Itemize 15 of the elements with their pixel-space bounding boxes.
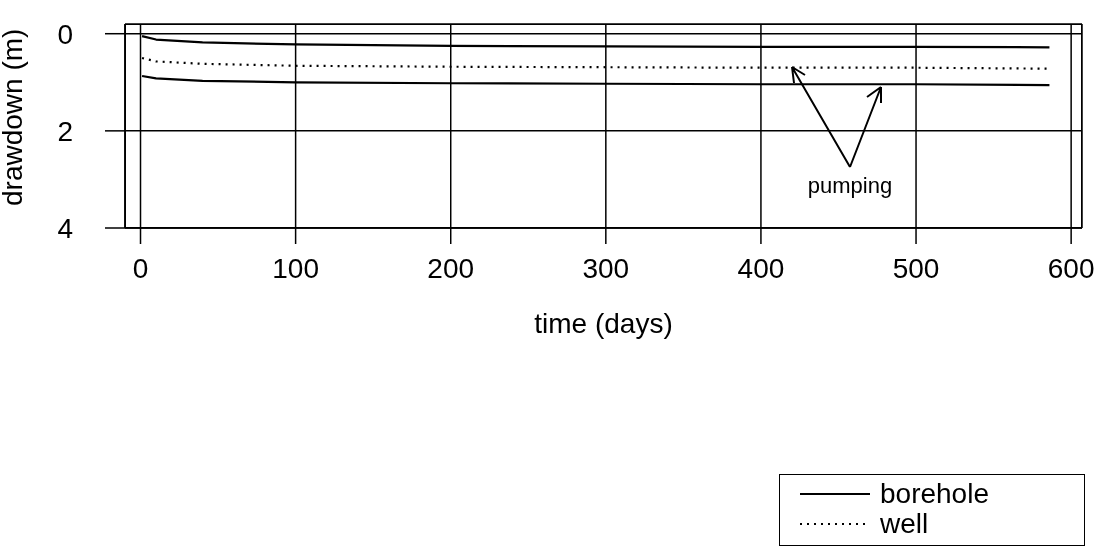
y-axis-title: drawdown (m) bbox=[0, 28, 28, 206]
x-tick-label: 600 bbox=[1047, 252, 1095, 284]
x-axis-title: time (days) bbox=[534, 307, 673, 339]
y-tick-label: 0 bbox=[57, 18, 73, 50]
y-tick-label: 2 bbox=[57, 115, 73, 147]
x-tick-label: 0 bbox=[132, 252, 149, 284]
x-tick-label: 400 bbox=[737, 252, 785, 284]
legend-label: well bbox=[880, 508, 929, 539]
x-tick-label: 300 bbox=[582, 252, 630, 284]
x-tick-label: 200 bbox=[427, 252, 475, 284]
annotation: pumping bbox=[806, 173, 894, 200]
legend-label: borehole bbox=[880, 478, 989, 509]
x-tick-label: 500 bbox=[892, 252, 940, 284]
y-tick-label: 4 bbox=[57, 212, 73, 244]
x-tick-label: 100 bbox=[272, 252, 319, 284]
